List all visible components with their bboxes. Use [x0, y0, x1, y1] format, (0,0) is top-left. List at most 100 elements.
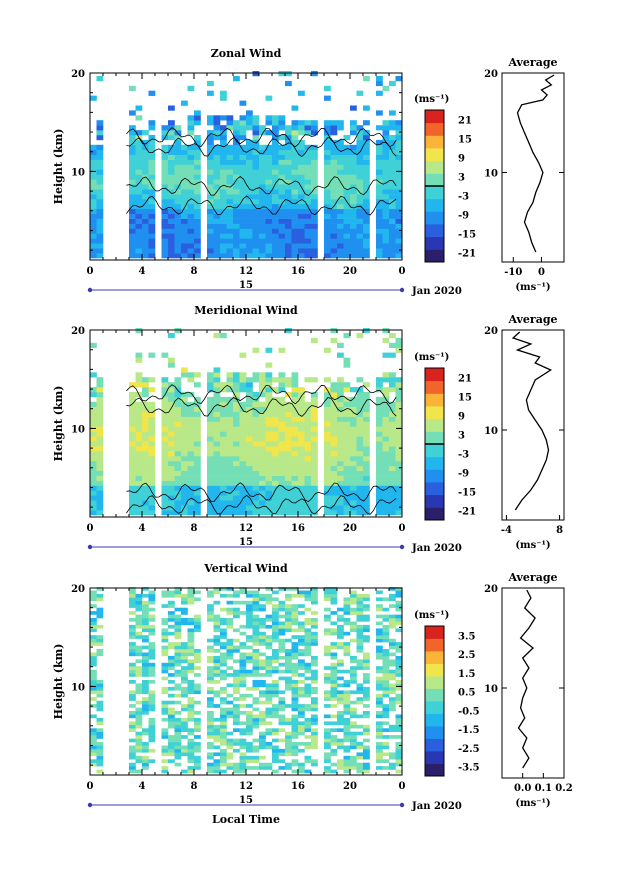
heatmap-cell	[207, 411, 214, 417]
heatmap-cell	[129, 456, 136, 462]
heatmap-cell	[350, 724, 357, 729]
heatmap-cell	[174, 174, 182, 180]
heatmap-cell	[252, 666, 260, 670]
heatmap-cell	[272, 505, 279, 511]
heatmap-cell	[246, 208, 253, 214]
heatmap-cell	[304, 593, 312, 598]
heatmap-cell	[356, 238, 364, 244]
heatmap-cell	[343, 717, 351, 722]
heatmap-cell	[265, 597, 273, 602]
heatmap-cell	[187, 213, 195, 219]
heatmap-cell	[363, 120, 370, 126]
heatmap-cell	[213, 475, 221, 481]
heatmap-cell	[220, 587, 227, 591]
heatmap-cell	[148, 213, 156, 219]
heatmap-cell	[272, 465, 279, 471]
heatmap-cell	[194, 120, 201, 126]
heatmap-cell	[220, 421, 227, 427]
heatmap-cell	[220, 139, 227, 146]
heatmap-cell	[96, 735, 104, 739]
heatmap-cell	[285, 745, 292, 750]
heatmap-cell	[135, 666, 143, 670]
average-frame	[501, 72, 565, 263]
heatmap-cell	[239, 125, 247, 131]
heatmap-cell	[389, 120, 396, 126]
heatmap-cell	[246, 748, 253, 753]
heatmap-cell	[376, 666, 383, 670]
heatmap-cell	[376, 597, 383, 602]
day-label: 15	[239, 537, 253, 548]
heatmap-cell	[259, 194, 266, 200]
heatmap-cell	[194, 717, 201, 722]
heatmap-cell	[207, 174, 214, 180]
heatmap-cell	[142, 446, 149, 452]
heatmap-cell	[168, 159, 175, 165]
heatmap-cell	[356, 742, 364, 746]
heatmap-cell	[389, 139, 396, 146]
heatmap-cell	[291, 218, 299, 224]
heatmap-cell	[187, 154, 195, 160]
heatmap-cell	[272, 130, 279, 136]
heatmap-cell	[389, 597, 396, 602]
heatmap-cell	[278, 759, 286, 763]
heatmap-cell	[298, 223, 305, 229]
heatmap-cell	[382, 456, 390, 462]
heatmap-cell	[324, 203, 331, 210]
heatmap-cell	[90, 697, 97, 701]
heatmap-cell	[376, 253, 383, 259]
heatmap-cell	[265, 500, 273, 506]
heatmap-cell	[350, 451, 357, 457]
heatmap-cell	[161, 676, 169, 681]
heatmap-cell	[291, 614, 299, 619]
heatmap-cell	[252, 372, 260, 378]
heatmap-cell	[389, 495, 396, 501]
heatmap-cell	[174, 490, 182, 496]
heatmap-cell	[291, 510, 299, 516]
heatmap-cell	[207, 144, 214, 150]
heatmap-cell	[174, 480, 182, 486]
heatmap-cell	[187, 421, 195, 427]
heatmap-cell	[246, 446, 253, 452]
heatmap-cell	[343, 697, 351, 701]
heatmap-cell	[389, 618, 396, 622]
heatmap-cell	[324, 179, 331, 185]
heatmap-cell	[337, 436, 344, 442]
heatmap-cell	[135, 446, 143, 452]
heatmap-cell	[259, 184, 266, 190]
heatmap-cell	[90, 624, 97, 629]
heatmap-cell	[272, 604, 279, 608]
heatmap-cell	[291, 411, 299, 417]
heatmap-cell	[194, 624, 201, 629]
heatmap-cell	[382, 475, 390, 481]
heatmap-cell	[142, 618, 149, 622]
heatmap-cell	[187, 659, 195, 664]
heatmap-cell	[148, 669, 156, 674]
heatmap-cell	[265, 745, 273, 750]
heatmap-cell	[239, 624, 247, 629]
heatmap-cell	[174, 149, 182, 155]
heatmap-cell	[187, 593, 195, 598]
heatmap-cell	[220, 700, 227, 705]
heatmap-cell	[382, 130, 390, 136]
heatmap-cell	[356, 628, 364, 633]
heatmap-cell	[265, 184, 273, 190]
heatmap-cell	[330, 769, 338, 774]
heatmap-cell	[168, 600, 175, 605]
heatmap-cell	[129, 213, 136, 219]
heatmap-cell	[395, 721, 403, 726]
heatmap-cell	[278, 436, 286, 442]
heatmap-cell	[252, 130, 260, 136]
heatmap-cell	[298, 470, 305, 476]
heatmap-cell	[187, 731, 195, 736]
heatmap-cell	[330, 485, 338, 491]
heatmap-cell	[135, 238, 143, 244]
heatmap-cell	[96, 745, 104, 750]
heatmap-cell	[311, 451, 318, 457]
heatmap-cell	[213, 130, 221, 136]
heatmap-cell	[311, 416, 318, 422]
heatmap-cell	[330, 144, 338, 150]
heatmap-cell	[304, 607, 312, 612]
heatmap-cell	[324, 377, 331, 383]
heatmap-cell	[278, 377, 286, 383]
heatmap-cell	[285, 683, 292, 688]
